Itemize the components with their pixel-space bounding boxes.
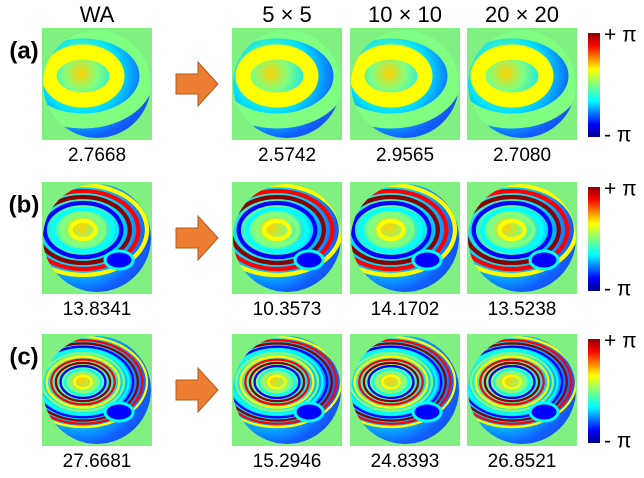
fringe [105, 403, 133, 421]
value: 2.9565 [376, 145, 434, 166]
colorbar-min: - π [604, 124, 631, 147]
colorbar-max: + π [604, 24, 637, 47]
phase-map [448, 334, 577, 446]
value: 2.5742 [258, 145, 316, 166]
figure: WA 5 × 5 10 × 10 20 × 20 (a) 2.7668 2.5742 2.95… [0, 0, 644, 478]
value: 2.7668 [68, 145, 126, 166]
colorbar [588, 339, 600, 443]
fringe [530, 403, 558, 421]
value: 27.6681 [63, 451, 132, 472]
phase-map [213, 182, 342, 294]
phase-map [213, 28, 342, 140]
colorbar-min: - π [604, 430, 631, 453]
colorbar [588, 33, 600, 137]
phase-map [448, 182, 577, 294]
phase-map [19, 334, 152, 446]
fringe [105, 251, 133, 269]
map-content [19, 30, 151, 138]
colorbar-min: - π [604, 278, 631, 301]
arrow [176, 62, 218, 106]
fringe [413, 403, 441, 421]
phase-map [327, 28, 460, 140]
value: 10.3573 [253, 299, 322, 320]
fringe [295, 403, 323, 421]
phase-map [19, 28, 152, 140]
row-label: (b) [9, 191, 40, 218]
arrow [176, 368, 218, 412]
fringe [530, 251, 558, 269]
value: 13.5238 [488, 299, 557, 320]
fringe [295, 251, 323, 269]
row-label: (c) [9, 343, 38, 370]
map-content [327, 30, 459, 138]
value: 15.2946 [253, 451, 322, 472]
column-header: WA [80, 2, 115, 27]
colorbar-max: + π [604, 178, 637, 201]
value: 26.8521 [488, 451, 557, 472]
value: 14.1702 [371, 299, 440, 320]
phase-map [327, 182, 460, 294]
column-header: 10 × 10 [368, 2, 442, 27]
map-content [19, 336, 151, 444]
map-content [327, 184, 459, 292]
phase-map [213, 334, 342, 446]
colorbar [588, 187, 600, 291]
phase-map [327, 334, 460, 446]
row-label: (a) [9, 37, 38, 64]
arrow [176, 216, 218, 260]
fringe [413, 251, 441, 269]
value: 13.8341 [63, 299, 132, 320]
column-header: 20 × 20 [485, 2, 559, 27]
value: 2.7080 [493, 145, 551, 166]
column-header: 5 × 5 [262, 2, 312, 27]
value: 24.8393 [371, 451, 440, 472]
colorbar-max: + π [604, 330, 637, 353]
phase-map [448, 28, 577, 140]
map-content [327, 336, 459, 444]
